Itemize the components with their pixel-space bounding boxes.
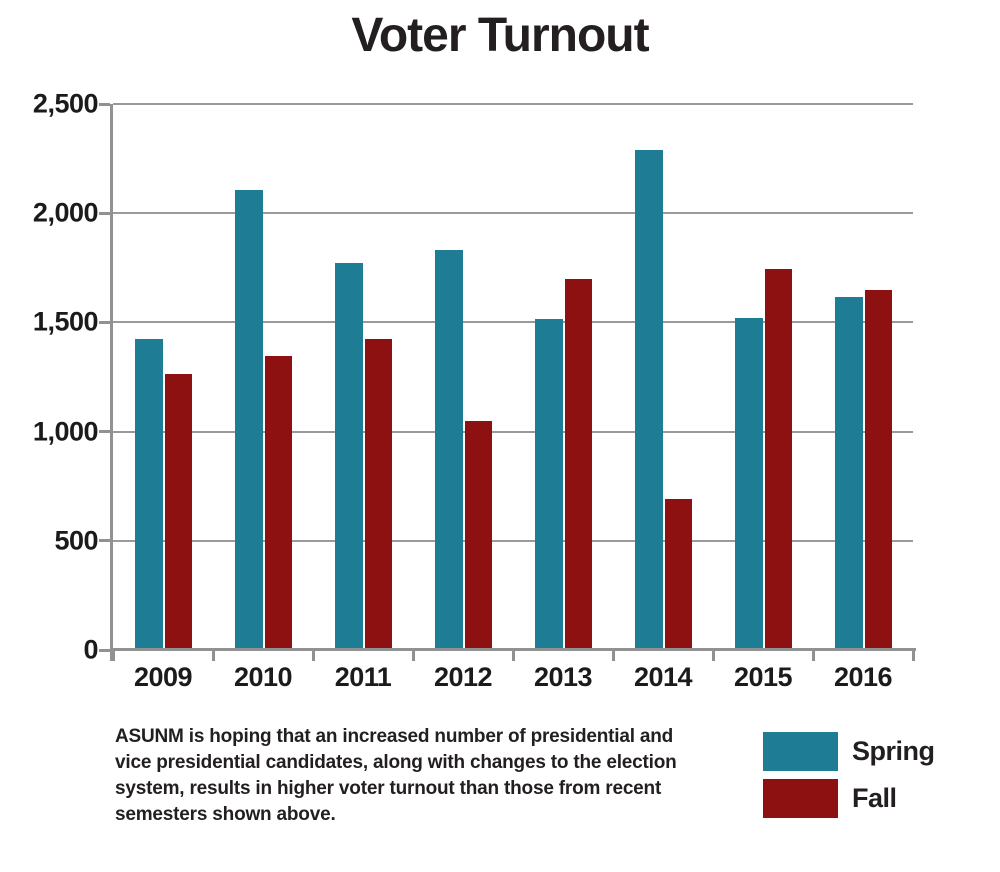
x-tick-mark bbox=[911, 650, 915, 661]
legend-item-spring: Spring bbox=[763, 732, 935, 771]
bar-spring-2011 bbox=[334, 263, 363, 650]
bar-fall-2014 bbox=[664, 499, 692, 650]
chart-legend: Spring Fall bbox=[763, 732, 935, 826]
x-tick-mark bbox=[811, 650, 815, 661]
chart-caption: ASUNM is hoping that an increased number… bbox=[115, 724, 763, 828]
y-tick-mark bbox=[99, 102, 110, 106]
x-axis-tick-label: 2010 bbox=[233, 662, 293, 692]
bar-spring-2012 bbox=[434, 250, 463, 650]
x-axis-tick-label: 2015 bbox=[733, 662, 793, 692]
bar-spring-2015 bbox=[734, 318, 763, 650]
bar-fall-2010 bbox=[264, 356, 292, 650]
bar-spring-2016 bbox=[834, 297, 863, 650]
x-axis-labels: 2009 2010 2011 2012 2013 2014 2015 2016 bbox=[113, 662, 913, 696]
y-axis-tick-label: 0 bbox=[83, 634, 98, 665]
legend-swatch-fall bbox=[763, 779, 838, 818]
caption-line: vice presidential candidates, along with… bbox=[115, 752, 677, 773]
bar-fall-2009 bbox=[164, 373, 192, 650]
y-tick-mark bbox=[99, 211, 110, 215]
caption-line: system, results in higher voter turnout … bbox=[115, 778, 662, 799]
x-axis-tick-label: 2013 bbox=[533, 662, 593, 692]
plot-area bbox=[99, 102, 916, 661]
y-axis-tick-label: 1,500 bbox=[32, 306, 99, 337]
x-axis-tick-label: 2009 bbox=[133, 662, 193, 692]
legend-swatch-spring bbox=[763, 732, 838, 771]
bar-spring-2009 bbox=[134, 338, 163, 650]
caption-line: ASUNM is hoping that an increased number… bbox=[115, 726, 674, 747]
legend-label: Spring bbox=[852, 736, 935, 766]
gridline bbox=[113, 212, 913, 215]
x-axis-line bbox=[110, 648, 916, 651]
gridline bbox=[113, 103, 913, 105]
x-tick-mark bbox=[111, 650, 115, 661]
x-tick-mark bbox=[211, 650, 215, 661]
bar-spring-2014 bbox=[634, 149, 663, 650]
chart-title: Voter Turnout bbox=[351, 9, 649, 62]
x-axis-tick-label: 2014 bbox=[633, 662, 693, 692]
bar-fall-2011 bbox=[364, 338, 392, 650]
y-tick-mark bbox=[99, 648, 110, 652]
gridline bbox=[113, 430, 913, 433]
x-tick-mark bbox=[611, 650, 615, 661]
y-tick-mark bbox=[99, 320, 110, 324]
bar-fall-2015 bbox=[764, 268, 792, 650]
y-tick-mark bbox=[99, 539, 110, 543]
gridline bbox=[113, 539, 913, 542]
y-axis-labels: 2,500 2,000 1,500 1,000 500 0 bbox=[0, 89, 99, 665]
caption-line: semesters shown above. bbox=[115, 804, 336, 825]
x-axis-tick-label: 2011 bbox=[334, 662, 392, 692]
y-axis-line bbox=[110, 104, 113, 661]
y-tick-mark bbox=[99, 430, 110, 434]
bar-fall-2012 bbox=[464, 420, 492, 650]
x-tick-mark bbox=[711, 650, 715, 661]
x-axis-tick-label: 2016 bbox=[833, 662, 893, 692]
gridline bbox=[113, 321, 913, 324]
y-axis-tick-label: 1,000 bbox=[32, 416, 99, 447]
y-axis-tick-label: 2,000 bbox=[32, 197, 99, 228]
legend-item-fall: Fall bbox=[763, 779, 935, 818]
x-tick-mark bbox=[511, 650, 515, 661]
legend-label: Fall bbox=[852, 783, 897, 813]
bar-fall-2016 bbox=[864, 289, 892, 650]
x-axis-tick-label: 2012 bbox=[433, 662, 493, 692]
y-axis-tick-label: 2,500 bbox=[32, 88, 99, 119]
x-tick-mark bbox=[311, 650, 315, 661]
bar-spring-2010 bbox=[234, 190, 263, 650]
x-tick-mark bbox=[411, 650, 415, 661]
y-axis-tick-label: 500 bbox=[54, 525, 98, 556]
bar-spring-2013 bbox=[534, 319, 563, 650]
bar-fall-2013 bbox=[564, 278, 592, 650]
